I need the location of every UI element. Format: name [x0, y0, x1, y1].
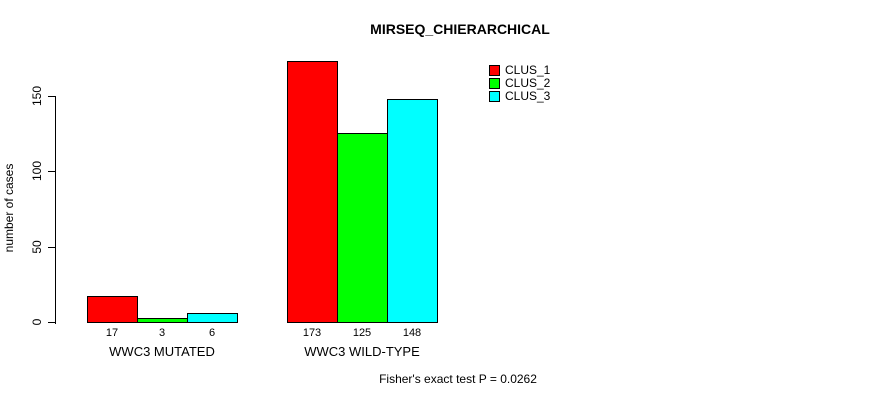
legend-swatch-clus_3	[489, 90, 500, 102]
legend-item-clus_3: CLUS_3	[489, 90, 550, 102]
legend-swatch-clus_1	[489, 64, 500, 76]
chart-title: MIRSEQ_CHIERARCHICAL	[370, 21, 550, 37]
legend-label: CLUS_2	[505, 76, 551, 90]
bar-value-label: 3	[158, 327, 166, 339]
category-label: WWC3 MUTATED	[109, 344, 215, 359]
bar-clus_2-wwc3-wild-type	[337, 133, 388, 324]
y-axis-label: number of cases	[2, 163, 16, 253]
legend-item-clus_1: CLUS_1	[489, 64, 550, 76]
bar-value-label: 125	[352, 327, 372, 339]
bar-value-label: 6	[208, 327, 216, 339]
bar-clus_2-wwc3-mutated	[137, 317, 188, 323]
bar-value-label: 173	[302, 327, 322, 339]
y-axis-tick	[48, 96, 55, 97]
y-axis-tick	[48, 171, 55, 172]
legend-label: CLUS_1	[505, 63, 551, 77]
fisher-test-annotation: Fisher's exact test P = 0.0262	[379, 372, 537, 386]
bar-clus_3-wwc3-mutated	[187, 312, 238, 323]
y-axis-tick-label: 0	[30, 318, 44, 326]
y-axis-tick	[48, 322, 55, 323]
y-axis-line	[55, 96, 56, 324]
bar-value-label: 148	[402, 327, 422, 339]
bar-value-label: 17	[105, 327, 119, 339]
y-axis-tick-label: 50	[30, 240, 44, 254]
y-axis-tick	[48, 247, 55, 248]
category-label: WWC3 WILD-TYPE	[304, 344, 420, 359]
legend-label: CLUS_3	[505, 89, 551, 103]
legend-item-clus_2: CLUS_2	[489, 77, 550, 89]
y-axis-tick-label: 150	[30, 85, 44, 107]
bar-clus_1-wwc3-wild-type	[287, 60, 338, 323]
bar-clus_1-wwc3-mutated	[87, 296, 138, 323]
bar-clus_3-wwc3-wild-type	[387, 98, 438, 323]
legend-swatch-clus_2	[489, 77, 500, 89]
y-axis-tick-label: 100	[30, 160, 44, 182]
